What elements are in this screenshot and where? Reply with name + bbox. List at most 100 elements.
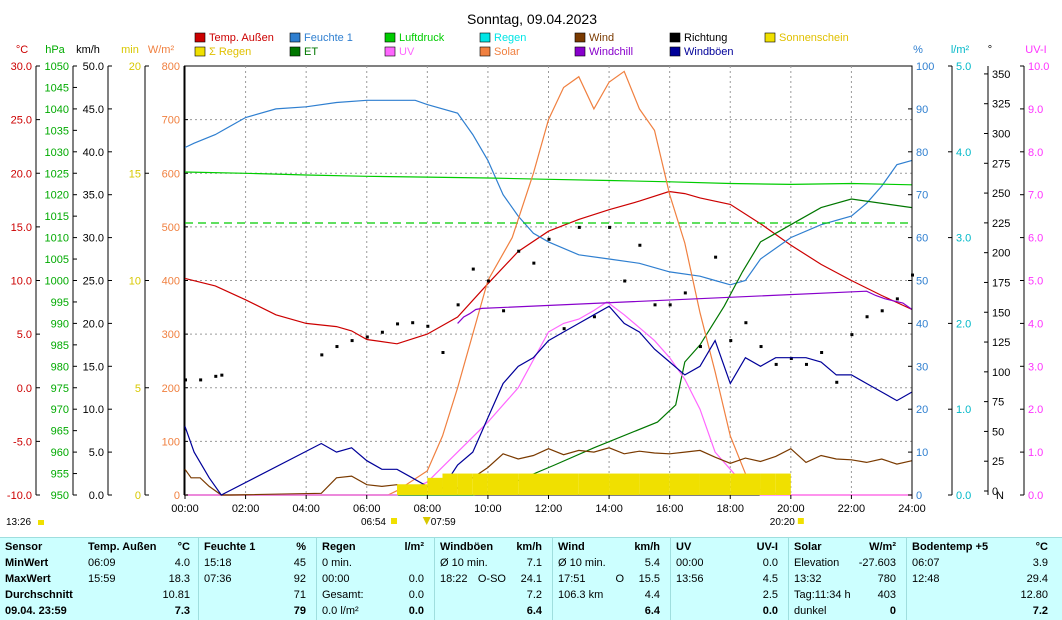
humidity-tick-label: 40 <box>916 318 928 330</box>
direction-point <box>547 237 551 241</box>
table-column-title: UV <box>676 541 692 553</box>
direction-point <box>411 321 415 325</box>
table-cell-value: 24.1 <box>520 573 542 585</box>
legend-label: Sonnenschein <box>779 32 849 44</box>
direction-tick-label: 150 <box>992 307 1010 319</box>
table-cell-label: dunkel <box>794 605 827 617</box>
direction-tick-label: 125 <box>992 337 1010 349</box>
humidity-tick-label: 100 <box>916 61 934 73</box>
sunshine-bar <box>760 473 776 495</box>
table-cell-label: 13:32 <box>794 573 822 585</box>
sunset-label: 20:20 <box>770 517 795 528</box>
pressure-tick-label: 990 <box>51 318 69 330</box>
transit-marker <box>422 517 431 525</box>
solar-line <box>185 70 912 496</box>
temp-unit-label: °C <box>16 44 28 56</box>
wind-tick-label: 10.0 <box>83 404 104 416</box>
table-cell-value: 0.0 <box>408 573 424 585</box>
direction-tick-label: 350 <box>992 69 1010 81</box>
direction-point <box>714 255 718 259</box>
sunmin-tick-label: 20 <box>129 61 141 73</box>
table-cell-value: 2.5 <box>762 589 778 601</box>
direction-tick-label: 200 <box>992 248 1010 260</box>
table-column-title: Windböen <box>440 541 494 553</box>
table-cell-value: 6.4 <box>644 605 660 617</box>
table-cell-value: 780 <box>877 573 896 585</box>
uv-tick-label: 1.0 <box>1028 447 1043 459</box>
table-cell-value: 71 <box>293 589 306 601</box>
pressure-tick-label: 985 <box>51 340 69 352</box>
left-time-label: 13:26 <box>6 517 31 528</box>
sunmin-tick-label: 0 <box>135 490 141 502</box>
table-cell-value: 7.2 <box>1032 605 1048 617</box>
rain-tick-label: 4.0 <box>956 147 971 159</box>
direction-point <box>517 249 521 253</box>
sunmin-tick-label: 10 <box>129 276 141 288</box>
uv-tick-label: 4.0 <box>1028 318 1043 330</box>
table-column-separator <box>788 538 789 620</box>
temp-tick-label: 0.0 <box>17 383 32 395</box>
table-row-label: Durchschnitt <box>5 589 73 601</box>
uv-tick-label: 10.0 <box>1028 61 1049 73</box>
sunshine-bar <box>457 473 473 495</box>
solar-tick-label: 300 <box>162 329 180 341</box>
x-tick-label: 16:00 <box>656 503 684 515</box>
direction-point <box>789 356 793 360</box>
direction-point <box>214 374 218 378</box>
table-cell-value: 29.4 <box>1026 573 1048 585</box>
table-cell-value: 5.4 <box>644 557 660 569</box>
temp-tick-label: -10.0 <box>7 490 32 502</box>
sunshine-bar <box>472 473 488 495</box>
solar-tick-label: 0 <box>174 490 180 502</box>
pressure-tick-label: 1005 <box>45 254 69 266</box>
legend-label: Luftdruck <box>399 32 445 44</box>
x-tick-label: 00:00 <box>171 503 199 515</box>
table-cell-label: 17:51 <box>558 573 586 585</box>
table-cell-value: 0 <box>889 605 896 617</box>
table-cell-value: 79 <box>293 605 306 617</box>
direction-tick-label: 225 <box>992 218 1010 230</box>
legend-swatch <box>289 46 301 57</box>
table-column-unit: l/m² <box>404 541 424 553</box>
pressure-tick-label: 950 <box>51 490 69 502</box>
table-cell-value: 15.5 <box>638 573 660 585</box>
pressure-tick-label: 1025 <box>45 168 69 180</box>
direction-tick-label: 250 <box>992 188 1010 200</box>
sunshine-bar <box>548 473 579 495</box>
direction-point <box>744 321 748 325</box>
legend-swatch <box>669 46 681 57</box>
table-cell-value: -27.603 <box>858 557 896 569</box>
direction-point <box>365 335 369 339</box>
direction-point <box>653 303 657 307</box>
legend-label: Solar <box>494 46 520 58</box>
direction-point <box>184 378 187 382</box>
legend-label: UV <box>399 46 415 58</box>
uv-tick-label: 9.0 <box>1028 104 1043 116</box>
sunshine-bar <box>442 473 458 495</box>
rain-tick-label: 3.0 <box>956 233 971 245</box>
table-cell-value: 18.3 <box>168 573 190 585</box>
direction-tick-label: 25 <box>992 456 1004 468</box>
table-cell-label: Ø 10 min. <box>558 557 606 569</box>
pressure-tick-label: 975 <box>51 383 69 395</box>
x-tick-label: 06:00 <box>353 503 381 515</box>
direction-tick-label: 300 <box>992 129 1010 141</box>
x-tick-label: 08:00 <box>414 503 442 515</box>
legend-swatch <box>479 32 491 43</box>
legend-swatch <box>669 32 681 43</box>
table-cell-value: 4.0 <box>174 557 190 569</box>
direction-point <box>220 373 224 377</box>
pressure-tick-label: 980 <box>51 361 69 373</box>
table-column-title: Bodentemp +5 <box>912 541 989 553</box>
table-cell-value: 403 <box>877 589 896 601</box>
windchill-line <box>457 290 913 324</box>
pressure-tick-label: 1040 <box>45 104 69 116</box>
legend-label: Σ Regen <box>209 46 251 58</box>
direction-point <box>335 345 339 349</box>
solar-unit-label: W/m² <box>148 44 175 56</box>
wind-tick-label: 5.0 <box>89 447 104 459</box>
table-cell-label: Gesamt: <box>322 589 364 601</box>
wind-tick-label: 25.0 <box>83 276 104 288</box>
series-layer <box>184 70 914 496</box>
direction-point <box>895 297 899 301</box>
